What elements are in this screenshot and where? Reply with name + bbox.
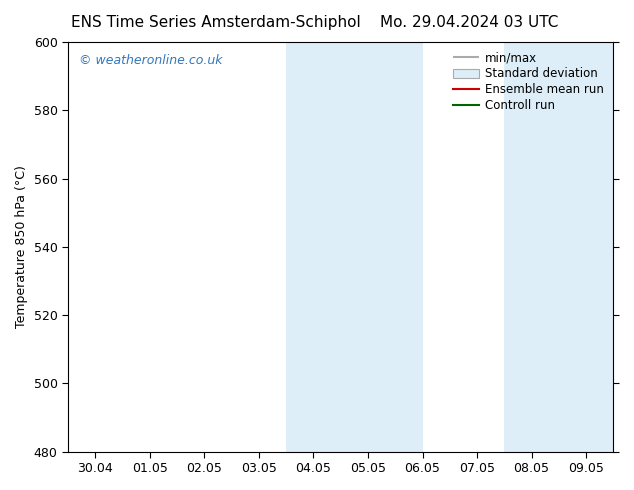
Text: ENS Time Series Amsterdam-Schiphol: ENS Time Series Amsterdam-Schiphol [70,15,361,30]
Text: Mo. 29.04.2024 03 UTC: Mo. 29.04.2024 03 UTC [380,15,559,30]
Bar [286,42,422,452]
Y-axis label: Temperature 850 hPa (°C): Temperature 850 hPa (°C) [15,166,28,328]
Legend: min/max, Standard deviation, Ensemble mean run, Controll run: min/max, Standard deviation, Ensemble me… [450,48,607,116]
Text: © weatheronline.co.uk: © weatheronline.co.uk [79,54,223,67]
Bar [505,42,614,452]
